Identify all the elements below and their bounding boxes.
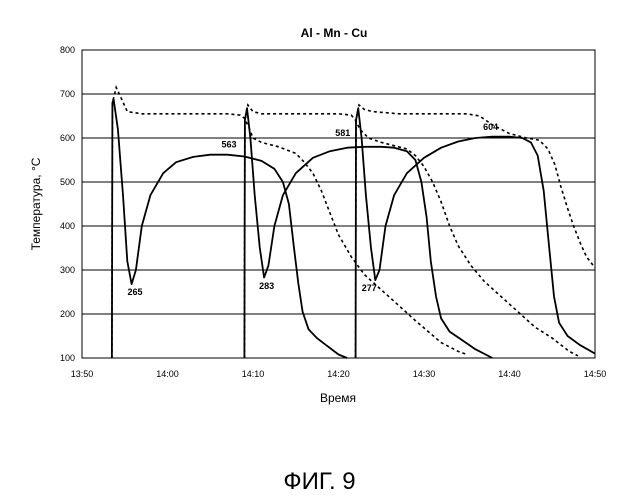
solid-series-2 (244, 108, 492, 358)
x-tick-label: 14:50 (584, 369, 607, 379)
dashed-series-4 (112, 87, 467, 358)
data-label: 563 (222, 140, 237, 150)
y-tick-label: 400 (60, 221, 75, 231)
solid-series-3 (356, 108, 595, 358)
figure-caption: ФИГ. 9 (0, 468, 639, 496)
x-tick-label: 14:20 (327, 369, 350, 379)
data-label: 283 (259, 281, 274, 291)
plot-frame (82, 50, 595, 358)
y-tick-label: 500 (60, 177, 75, 187)
y-tick-label: 600 (60, 133, 75, 143)
x-axis-title: Время (320, 391, 356, 405)
y-tick-label: 100 (60, 353, 75, 363)
y-tick-label: 300 (60, 265, 75, 275)
y-tick-label: 700 (60, 89, 75, 99)
series-lines (112, 87, 595, 358)
y-axis-title: Температура, °C (29, 157, 43, 250)
y-tick-label: 200 (60, 309, 75, 319)
temperature-chart: Al - Mn - Cu 100 200 300 400 500 600 700 800 13… (0, 0, 639, 465)
x-tick-label: 14:10 (242, 369, 265, 379)
dashed-series-5 (244, 105, 578, 358)
chart-title: Al - Mn - Cu (301, 26, 368, 40)
data-label: 581 (335, 128, 350, 138)
y-tick-labels: 100 200 300 400 500 600 700 800 (60, 45, 75, 363)
grid-lines (82, 94, 595, 314)
y-tick-label: 800 (60, 45, 75, 55)
data-label: 277 (362, 283, 377, 293)
x-tick-label: 14:30 (413, 369, 436, 379)
x-tick-label: 14:40 (498, 369, 521, 379)
data-labels: 265 283 277 563 581 604 (127, 122, 498, 297)
data-label: 265 (127, 287, 142, 297)
x-tick-label: 14:00 (156, 369, 179, 379)
x-tick-labels: 13:50 14:00 14:10 14:20 14:30 14:40 14:50 (71, 369, 607, 379)
x-tick-label: 13:50 (71, 369, 94, 379)
data-label: 604 (483, 122, 498, 132)
